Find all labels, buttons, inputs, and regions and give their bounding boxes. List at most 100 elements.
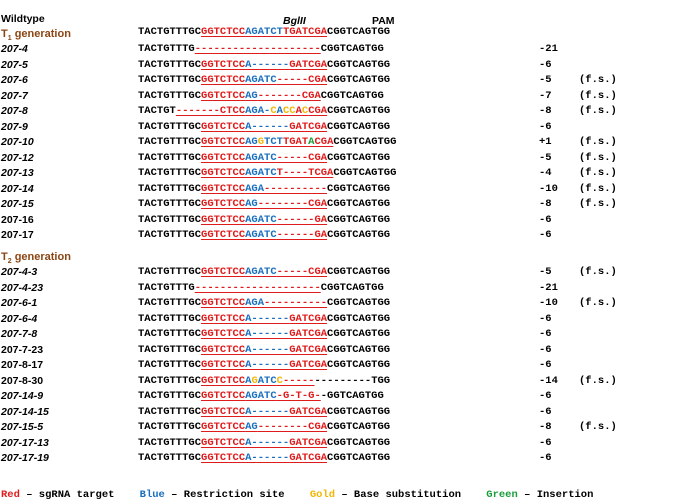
- sequence-segment: GGTCTCC: [201, 328, 246, 340]
- indel-size: -7: [539, 89, 552, 102]
- sequence-segment: --------CGA: [257, 421, 328, 433]
- indel-size: -6: [539, 405, 552, 418]
- line-sequence: TACTGTTTGCGGTCTCCAGATC------GACGGTCAGTGG: [138, 214, 390, 227]
- sequence-segment: AG: [245, 421, 258, 433]
- line-sequence: TACTGTTTGCGGTCTCCAGATCC--------------TGG: [138, 375, 390, 388]
- line-sequence: TACTGTTTGCGGTCTCCA------GATCGACGGTCAGTGG: [138, 406, 390, 419]
- sequence-segment: TACTGTTTGC: [138, 266, 202, 278]
- sequence-segment: CGGTCAGTGG: [327, 213, 391, 226]
- sequence-segment: TACTGTTTGC: [138, 312, 202, 325]
- sequence-segment: TACTGTTTGC: [138, 74, 202, 86]
- sequence-segment: GGTCTCC: [201, 390, 246, 402]
- sequence-segment: CGGTCAGTGG: [327, 74, 391, 86]
- sequence-segment: AG: [245, 198, 258, 210]
- sequence-segment: AGATC: [245, 74, 277, 86]
- sequence-segment: GATCGA: [289, 58, 328, 71]
- sequence-segment: TACTGTTTGC: [138, 58, 202, 71]
- indel-size: -6: [539, 229, 552, 241]
- line-sequence: TACTGTTTGCGGTCTCCA------GATCGACGGTCAGTGG: [138, 121, 390, 134]
- line-label: 207-7-23: [1, 343, 44, 356]
- sequence-segment: A------: [245, 58, 290, 71]
- sequence-segment: -----: [282, 374, 315, 387]
- sequence-segment: CGGTCAGTGG: [327, 343, 391, 356]
- line-label: 207-12: [1, 151, 34, 164]
- sequence-segment: C: [276, 374, 283, 387]
- sequence-segment: CGGTCAGTGG: [327, 405, 391, 418]
- line-label: 207-8-30: [1, 374, 44, 387]
- sequence-segment: GGTCTCC: [201, 374, 246, 387]
- enzyme-label: BglII: [283, 15, 306, 27]
- sequence-segment: C: [301, 105, 309, 117]
- sequence-segment: -G-T-G-: [276, 390, 321, 402]
- indel-size: -14: [539, 374, 558, 387]
- sequence-segment: ATC: [257, 374, 277, 387]
- legend-key: Gold: [309, 489, 336, 501]
- sequence-segment: CGGTCAGTGG: [327, 359, 391, 371]
- line-sequence: TACTGTTTGCGGTCTCCAG-------CGACGGTCAGTGG: [138, 90, 384, 103]
- sequence-segment: TACTGTTTG: [138, 43, 195, 55]
- sequence-segment: GGTCTCC: [201, 359, 246, 371]
- sequence-segment: A------: [245, 120, 290, 133]
- sequence-segment: GGTCTCC: [201, 343, 246, 356]
- sequence-segment: GATCGA: [289, 328, 328, 340]
- sequence-segment: CGGTCAGTGG: [320, 89, 384, 102]
- sequence-segment: TACTGTTTGC: [138, 328, 202, 340]
- sequence-segment: AGATC: [245, 266, 277, 278]
- line-sequence: TACTGTTTGCGGTCTCCAGATC-G-T-G--GGTCAGTGG: [138, 390, 384, 403]
- indel-size: -6: [539, 343, 552, 356]
- sequence-segment: TACTGTTTGC: [138, 359, 202, 371]
- legend-description: – Base substitution: [335, 489, 462, 501]
- sequence-segment: TACTGTTTGC: [138, 452, 202, 464]
- line-sequence: TACTGTTTG--------------------CGGTCAGTGG: [138, 282, 384, 295]
- line-label: 207-8: [1, 105, 28, 117]
- sequence-segment: A: [245, 374, 252, 387]
- line-label: 207-17-19: [1, 452, 49, 464]
- line-label: 207-9: [1, 120, 28, 133]
- sequence-segment: GGTCTCC: [201, 297, 246, 309]
- legend-item: Green – Insertion: [486, 489, 593, 501]
- indel-size: -6: [539, 213, 552, 226]
- sequence-segment: TACTGTTTGC: [138, 182, 202, 195]
- line-sequence: TACTGTTTGCGGTCTCCA------GATCGACGGTCAGTGG: [138, 328, 390, 341]
- sequence-segment: --------------------: [194, 281, 321, 294]
- sequence-segment: AG: [245, 89, 258, 102]
- sequence-segment: TACTGT: [138, 105, 176, 117]
- t1-generation-heading: T1 generation: [1, 28, 71, 43]
- sequence-segment: AGA: [245, 297, 265, 309]
- sequence-segment: CC: [282, 105, 296, 117]
- line-label: 207-17-13: [1, 436, 49, 449]
- sequence-segment: GATCGA: [289, 120, 328, 133]
- sequence-segment: G: [251, 374, 258, 387]
- sequence-segment: GGTCTCC: [201, 452, 246, 464]
- sequence-segment: CGGTCAGTGG: [327, 151, 391, 164]
- sequence-segment: ---------TGG: [314, 374, 391, 387]
- frameshift-note: (f.s.): [579, 421, 617, 433]
- sequence-segment: -----CGA: [276, 266, 328, 278]
- legend-item: Blue – Restriction site: [140, 489, 285, 501]
- line-label: 207-4-23: [1, 281, 44, 294]
- sequence-segment: AGATC: [245, 151, 277, 164]
- sequence-segment: CGGTCAGTGG: [320, 281, 384, 294]
- indel-size: -5: [539, 151, 552, 164]
- sequence-segment: GATCGA: [289, 436, 328, 449]
- sequence-segment: TACTGTTTGC: [138, 198, 202, 210]
- sequence-segment: A: [276, 105, 283, 117]
- line-sequence: TACTGTTTGCGGTCTCCAGATCT----TCGACGGTCAGTG…: [138, 167, 396, 180]
- sequence-segment: GGTCTCC: [201, 182, 246, 195]
- line-sequence: TACTGTTTGCGGTCTCCAGATC-----CGACGGTCAGTGG: [138, 152, 390, 165]
- line-label: 207-6-4: [1, 312, 38, 325]
- sequence-segment: TACTGTTTGC: [138, 229, 202, 241]
- indel-size: -6: [539, 452, 552, 464]
- sequence-segment: A------: [245, 452, 290, 464]
- frameshift-note: (f.s.): [579, 374, 617, 387]
- sequence-segment: GGTCTCC: [201, 74, 246, 86]
- frameshift-note: (f.s.): [579, 136, 617, 148]
- sequence-segment: T----TCGA: [276, 167, 334, 179]
- sequence-segment: GGTCTCC: [201, 26, 246, 38]
- sequence-segment: CGGTCAGTGG: [327, 198, 391, 210]
- sequence-segment: TACTGTTTGC: [138, 374, 202, 387]
- line-label: 207-6-1: [1, 297, 38, 309]
- sequence-segment: TACTGTTTGC: [138, 120, 202, 133]
- sequence-segment: AGATC: [245, 229, 277, 241]
- line-sequence: TACTGTTTGCGGTCTCCA------GATCGACGGTCAGTGG: [138, 313, 390, 326]
